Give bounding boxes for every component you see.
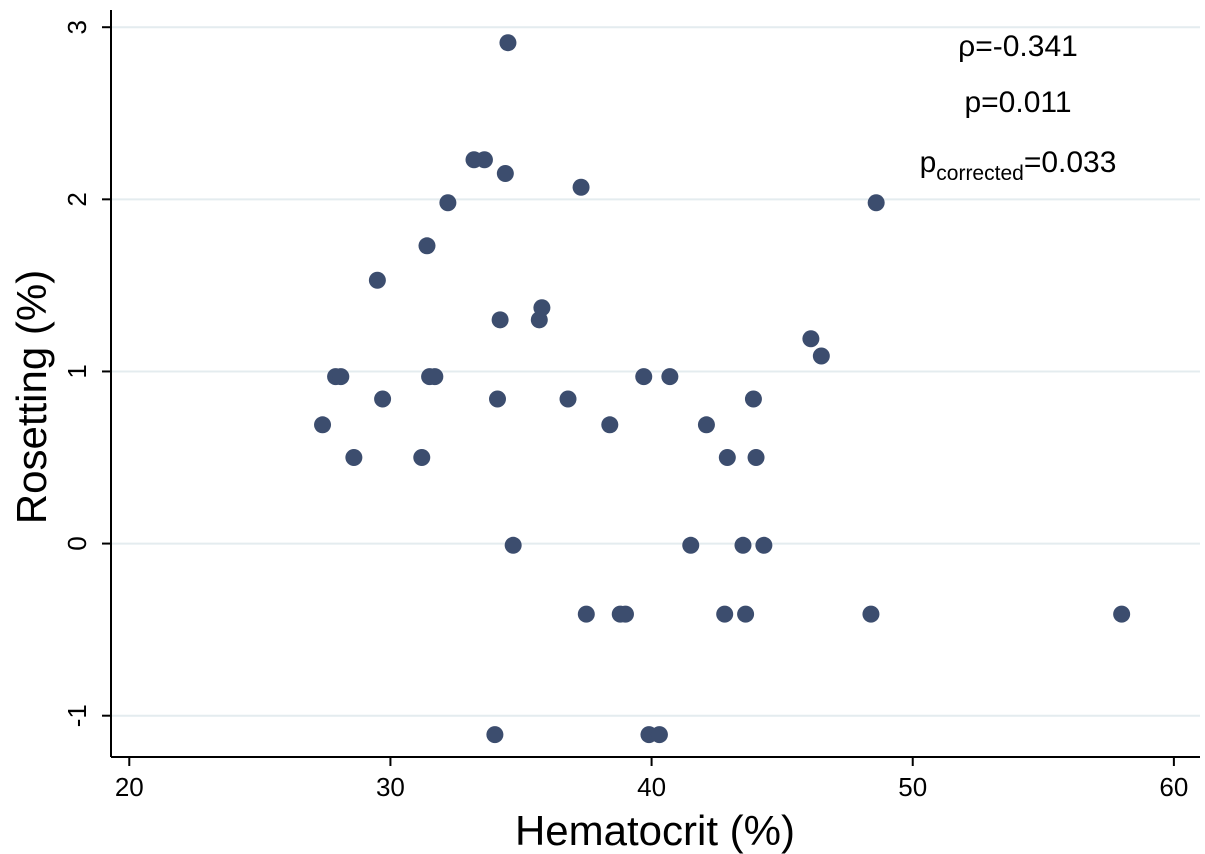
data-point [1113,605,1131,623]
p-corrected-base: p [920,146,937,179]
data-point [345,449,363,467]
data-point [661,368,679,386]
p-value-annotation: p=0.011 [964,86,1071,119]
data-point [755,536,773,554]
x-tick-label: 60 [1159,772,1188,802]
data-point [737,605,755,623]
data-point [491,311,509,329]
data-point [734,536,752,554]
data-point [744,390,762,408]
y-axis-label: Rosetting (%) [8,270,55,524]
data-point [802,330,820,348]
data-point [413,449,431,467]
y-tick-label: 3 [62,20,92,34]
data-point [616,605,634,623]
data-point [426,368,444,386]
data-point [559,390,577,408]
data-point [697,416,715,434]
data-point [533,299,551,317]
gridlines [111,26,1200,717]
x-tick-label: 30 [376,772,405,802]
p-corrected-value: =0.033 [1024,146,1117,179]
x-tick-label: 40 [637,772,666,802]
data-point [499,34,517,52]
data-point [368,271,386,289]
data-point [716,605,734,623]
data-point [572,178,590,196]
data-point [682,536,700,554]
y-tick-label: 0 [62,536,92,550]
data-point [862,605,880,623]
data-point [812,347,830,365]
data-point [418,237,436,255]
data-point [496,165,514,183]
data-point [504,536,522,554]
data-point [489,390,507,408]
data-point [475,151,493,169]
x-tick-label: 50 [898,772,927,802]
p-corrected-annotation: pcorrected=0.033 [920,146,1117,185]
x-tick-label: 20 [115,772,144,802]
y-tick-label: 1 [62,364,92,378]
data-point [486,726,504,744]
data-point [374,390,392,408]
data-point [650,726,668,744]
data-point [439,194,457,212]
y-tick-label: 2 [62,192,92,206]
data-point [577,605,595,623]
p-corrected-subscript: corrected [936,162,1024,185]
data-point [635,368,653,386]
data-point [314,416,332,434]
rho-annotation: ρ=-0.341 [958,30,1078,63]
axis-ticks: -1 0 1 2 3 20 30 40 50 60 [62,20,1188,802]
data-point [332,368,350,386]
x-axis-label: Hematocrit (%) [515,807,795,854]
data-point [747,449,765,467]
statistics-annotation: ρ=-0.341 p=0.011 pcorrected=0.033 [920,30,1117,185]
data-points [314,34,1131,744]
data-point [867,194,885,212]
data-point [718,449,736,467]
axes [110,10,1200,758]
data-point [601,416,619,434]
y-tick-label: -1 [62,704,92,727]
